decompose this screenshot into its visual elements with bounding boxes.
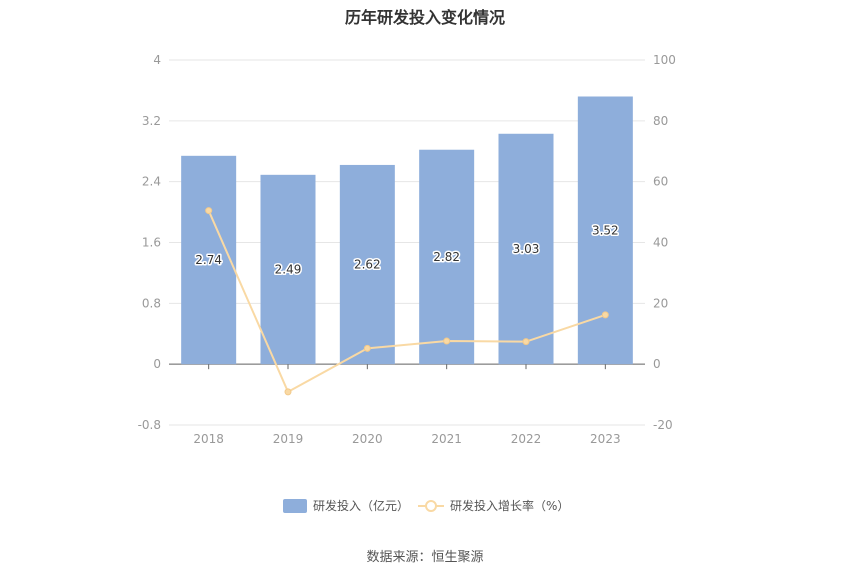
legend-line-marker	[425, 500, 437, 512]
grid-lines	[169, 59, 645, 426]
growth-point	[443, 337, 451, 345]
y-left-tick-label: -0.8	[138, 418, 161, 432]
x-tick-label: 2020	[352, 432, 383, 446]
legend-bar-swatch	[283, 499, 307, 513]
data-labels: 2.74 2.49 2.62 2.82 3.03 3.52	[194, 222, 620, 278]
y-right-tick-label: 80	[653, 114, 668, 128]
line-series	[205, 207, 609, 396]
x-tick-label: 2019	[273, 432, 304, 446]
chart-title: 历年研发投入变化情况	[344, 8, 505, 27]
bar-data-label: 2.62	[354, 258, 381, 272]
bar	[260, 174, 316, 365]
growth-point	[522, 338, 530, 346]
legend-bar-label: 研发投入（亿元）	[313, 498, 409, 513]
growth-point	[284, 388, 292, 396]
axes: -0.8 0 0.8 1.6 2.4 3.2 4 -20 0 20 40 60 80 100 2018 201…	[138, 53, 676, 446]
x-tick-label: 2023	[590, 432, 621, 446]
bar-series	[181, 96, 633, 365]
bar-data-label: 2.82	[433, 250, 460, 264]
growth-point	[363, 344, 371, 352]
bar	[339, 164, 395, 365]
bar	[498, 133, 554, 365]
bar-data-label: 3.03	[513, 242, 540, 256]
bar-data-label: 3.52	[592, 223, 619, 237]
y-left-tick-label: 0.8	[142, 296, 161, 310]
x-tick-label: 2021	[431, 432, 462, 446]
y-left-tick-label: 4	[153, 53, 161, 67]
y-right-tick-label: -20	[653, 418, 673, 432]
x-tick-label: 2022	[511, 432, 542, 446]
growth-point	[205, 207, 213, 215]
y-left-tick-label: 3.2	[142, 114, 161, 128]
bar	[181, 155, 237, 365]
legend-line-label: 研发投入增长率（%）	[450, 498, 569, 513]
y-right-tick-label: 60	[653, 175, 668, 189]
y-right-tick-label: 20	[653, 296, 668, 310]
growth-point	[601, 311, 609, 319]
y-left-tick-label: 2.4	[142, 175, 161, 189]
y-right-tick-label: 40	[653, 236, 668, 250]
bar-data-label: 2.74	[195, 253, 222, 267]
x-tick-label: 2018	[193, 432, 224, 446]
source-note: 数据来源：恒生聚源	[366, 550, 484, 565]
y-left-tick-label: 1.6	[142, 236, 161, 250]
bar-data-label: 2.49	[275, 262, 302, 276]
y-right-tick-label: 100	[653, 53, 676, 67]
growth-line	[207, 210, 606, 394]
bar	[577, 96, 633, 365]
bar	[419, 149, 475, 365]
y-right-tick-label: 0	[653, 357, 661, 371]
legend[interactable]: 研发投入（亿元） 研发投入增长率（%）	[283, 498, 569, 513]
y-left-tick-label: 0	[153, 357, 161, 371]
